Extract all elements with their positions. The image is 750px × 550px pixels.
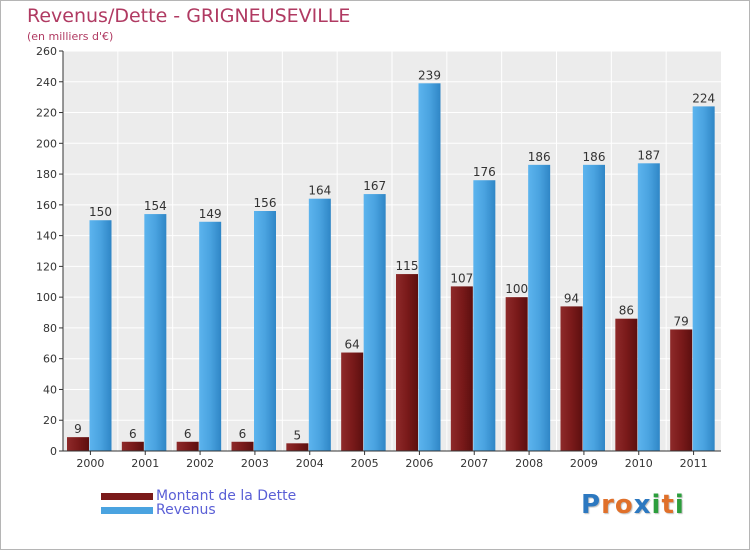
data-label-revenus: 149: [199, 207, 222, 221]
y-tick-label: 140: [36, 230, 57, 243]
x-tick-label: 2008: [515, 457, 543, 470]
bar-debt: [67, 437, 89, 451]
legend-item-revenus: Revenus: [101, 502, 216, 518]
bar-debt: [121, 441, 144, 451]
data-label-debt: 9: [74, 422, 82, 436]
bar-debt: [560, 306, 583, 451]
bar-revenus: [583, 164, 605, 451]
y-tick-label: 100: [36, 291, 57, 304]
y-tick-label: 40: [43, 383, 57, 396]
bar-revenus: [199, 221, 222, 451]
proxiti-logo: Proxiti: [581, 490, 685, 520]
y-tick-label: 260: [36, 45, 57, 58]
x-tick-label: 2006: [405, 457, 433, 470]
bar-debt: [341, 352, 364, 451]
bar-revenus: [473, 180, 496, 451]
data-label-debt: 6: [129, 427, 137, 441]
y-tick-label: 240: [36, 76, 57, 89]
data-label-revenus: 186: [528, 150, 551, 164]
bar-debt: [615, 318, 638, 451]
data-label-debt: 94: [564, 291, 579, 305]
data-label-debt: 5: [294, 428, 302, 442]
logo-letter: i: [651, 490, 662, 520]
data-label-revenus: 164: [308, 184, 331, 198]
y-tick-label: 120: [36, 260, 57, 273]
logo-letter: x: [633, 490, 652, 520]
x-tick-label: 2007: [460, 457, 488, 470]
bar-debt: [396, 274, 418, 451]
bar-revenus: [144, 214, 167, 451]
bar-debt: [286, 443, 309, 451]
x-tick-label: 2003: [241, 457, 269, 470]
data-label-revenus: 176: [473, 165, 496, 179]
logo-letter: o: [614, 490, 634, 520]
logo-letter: i: [674, 490, 685, 520]
logo-letter: r: [601, 490, 615, 520]
x-tick-label: 2011: [680, 457, 708, 470]
y-tick-label: 80: [43, 322, 57, 335]
bar-debt: [670, 329, 693, 451]
bar-revenus: [363, 194, 386, 452]
logo-letter: P: [581, 490, 602, 520]
x-tick-label: 2002: [186, 457, 214, 470]
x-tick-label: 2004: [296, 457, 324, 470]
y-tick-label: 200: [36, 137, 57, 150]
legend-swatch-debt: [101, 492, 153, 500]
bar-debt: [231, 441, 254, 451]
bar-revenus: [692, 106, 715, 451]
y-tick-label: 160: [36, 199, 57, 212]
bar-revenus: [308, 198, 331, 451]
data-label-revenus: 239: [418, 68, 441, 82]
data-label-revenus: 150: [89, 205, 112, 219]
data-label-debt: 64: [345, 338, 360, 352]
bar-revenus: [89, 220, 112, 451]
logo-letter: t: [661, 490, 675, 520]
y-tick-label: 0: [50, 445, 57, 458]
x-tick-label: 2009: [570, 457, 598, 470]
bar-debt: [176, 441, 199, 451]
chart-subtitle: (en milliers d'€): [27, 30, 114, 43]
bar-revenus: [637, 163, 660, 452]
bar-revenus: [254, 211, 276, 451]
data-label-revenus: 187: [637, 148, 660, 162]
y-tick-label: 60: [43, 353, 57, 366]
y-tick-label: 220: [36, 107, 57, 120]
legend-label-revenus: Revenus: [156, 502, 216, 518]
data-label-debt: 107: [450, 271, 473, 285]
bar-revenus: [528, 164, 551, 451]
x-tick-label: 2000: [76, 457, 104, 470]
x-tick-label: 2005: [351, 457, 379, 470]
data-label-revenus: 156: [254, 196, 277, 210]
data-label-revenus: 224: [692, 91, 715, 105]
data-label-debt: 100: [505, 282, 528, 296]
x-tick-label: 2001: [131, 457, 159, 470]
bar-debt: [505, 297, 528, 451]
data-label-debt: 6: [239, 427, 247, 441]
legend-swatch-revenus: [101, 506, 153, 514]
legend-label-debt: Montant de la Dette: [156, 488, 297, 504]
data-label-debt: 6: [184, 427, 192, 441]
data-label-revenus: 154: [144, 199, 167, 213]
data-label-debt: 86: [619, 304, 634, 318]
y-tick-label: 180: [36, 168, 57, 181]
data-label-revenus: 186: [583, 150, 606, 164]
data-label-revenus: 167: [363, 179, 386, 193]
bar-debt: [450, 286, 473, 451]
y-tick-label: 20: [43, 414, 57, 427]
data-label-debt: 115: [396, 259, 419, 273]
chart-title: Revenus/Dette - GRIGNEUSEVILLE: [27, 5, 351, 27]
x-tick-label: 2010: [625, 457, 653, 470]
bar-revenus: [418, 83, 441, 452]
legend-item-debt: Montant de la Dette: [101, 488, 296, 504]
data-label-debt: 79: [674, 314, 689, 328]
